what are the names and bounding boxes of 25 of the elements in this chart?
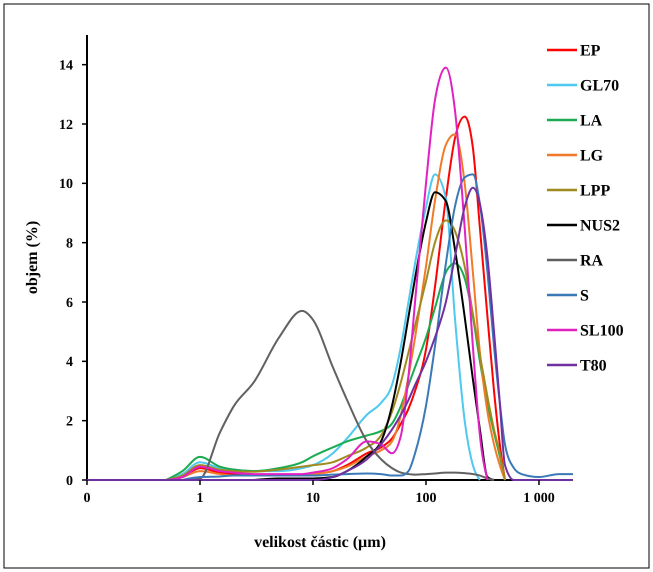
legend-label: SL100 <box>580 322 624 340</box>
x-tick-label: 1 000 <box>523 491 555 506</box>
legend-label: LA <box>580 112 603 130</box>
legend-label: GL70 <box>580 78 620 95</box>
legend-label: NUS2 <box>580 218 620 235</box>
x-tick-label: 10 <box>306 491 320 506</box>
y-tick-label: 14 <box>59 58 73 74</box>
legend-label: S <box>580 288 589 305</box>
y-tick-label: 0 <box>66 474 73 489</box>
y-tick-label: 10 <box>59 177 73 192</box>
x-tick-label: 0 <box>84 491 90 506</box>
y-tick-label: 2 <box>66 414 73 430</box>
legend-label: EP <box>580 42 601 60</box>
y-tick-label: 8 <box>66 236 73 252</box>
y-axis-title: objem (%) <box>24 220 41 294</box>
x-tick-label: 1 <box>196 491 204 506</box>
y-tick-label: 4 <box>66 355 73 370</box>
legend-label: RA <box>580 252 604 270</box>
y-tick-label: 6 <box>66 296 73 311</box>
x-axis-title: velikost částic (µm) <box>254 534 386 551</box>
x-tick-label: 100 <box>415 491 436 506</box>
y-tick-label: 12 <box>59 118 73 133</box>
legend-label: LG <box>580 148 604 165</box>
legend-label: LPP <box>580 182 610 200</box>
legend-label: T80 <box>580 358 607 375</box>
